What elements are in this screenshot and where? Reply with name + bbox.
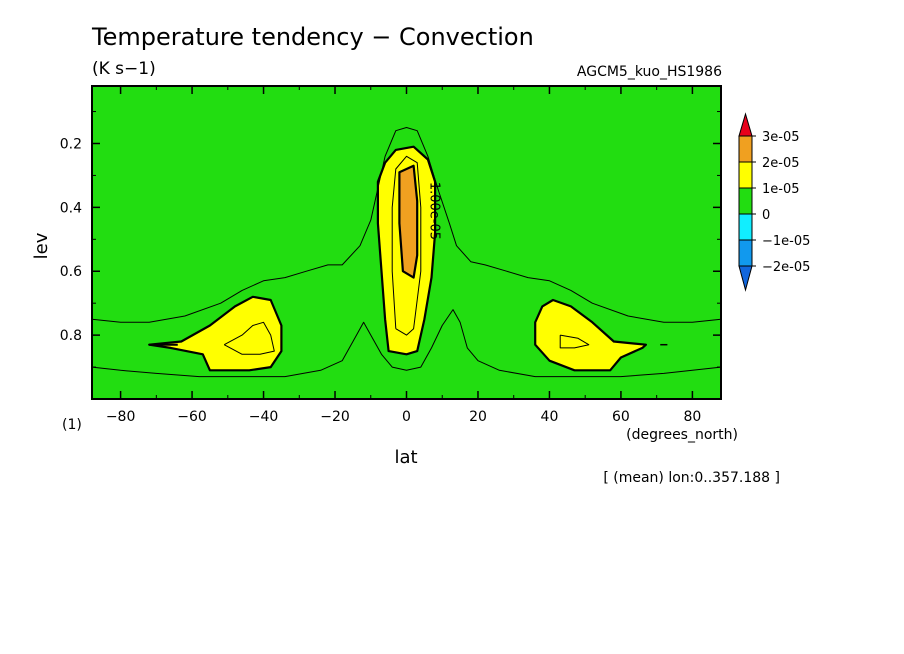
y-tick-label: 0.4 [60,200,82,216]
contour-fills [148,145,648,372]
contour-region-3 [534,298,648,372]
colorbar-swatch [738,213,753,241]
x-tick-label: −20 [320,409,350,425]
colorbar-label: −1e-05 [762,234,810,249]
x-tick-label: 0 [402,409,411,425]
x-axis-label: lat [394,447,417,468]
colorbar-label: 2e-05 [762,156,800,171]
y-axis: 0.2 0.4 0.6 0.8 [60,111,721,368]
x-tick-label: 20 [469,409,487,425]
y-tick-label: 0.8 [60,328,82,344]
colorbar-arrow-top [738,112,753,137]
averaging-note: [ (mean) lon:0..357.188 ] [603,470,780,486]
y-tick-label: 0.6 [60,264,82,280]
x-axis-units: (degrees_north) [626,427,738,443]
colorbar-label: 1e-05 [762,182,800,197]
y-axis-label: lev [31,232,52,259]
plot-area: −80 −60 −40 −20 0 20 40 60 80 0.2 0.4 0.6 0.8 [60,85,722,425]
contour-line-0 [91,127,722,323]
x-tick-label: 40 [541,409,559,425]
contour-line-4 [559,334,590,349]
contour-line-3 [223,321,275,355]
contour-line-1 [91,309,722,378]
colorbar-arrow-bottom [738,265,753,292]
colorbar-label: 3e-05 [762,130,800,145]
y-tick-label: 0.2 [60,136,82,152]
y-axis-units: (1) [62,417,82,433]
contour-region-1 [398,164,419,279]
x-tick-label: 60 [612,409,630,425]
chart-units: (K s−1) [92,59,156,79]
contour-line-2 [391,155,422,336]
model-name: AGCM5_kuo_HS1986 [577,64,722,80]
contour-region-2 [148,295,283,372]
colorbar: 3e-05 2e-05 1e-05 0 −1e-05 −2e-05 [738,112,810,292]
x-axis: −80 −60 −40 −20 0 20 40 60 80 [106,86,701,425]
colorbar-swatch [738,239,753,267]
x-tick-label: −80 [106,409,136,425]
x-tick-label: −40 [249,409,279,425]
chart-title: Temperature tendency − Convection [91,23,534,51]
contour-lines [91,127,722,378]
contour-label: 1.00e-05 [426,182,441,240]
colorbar-swatch [738,187,753,215]
x-tick-label: 80 [683,409,701,425]
colorbar-label: −2e-05 [762,260,810,275]
x-tick-label: −60 [177,409,207,425]
colorbar-swatch [738,135,753,163]
colorbar-swatch [738,161,753,189]
colorbar-label: 0 [762,208,770,223]
